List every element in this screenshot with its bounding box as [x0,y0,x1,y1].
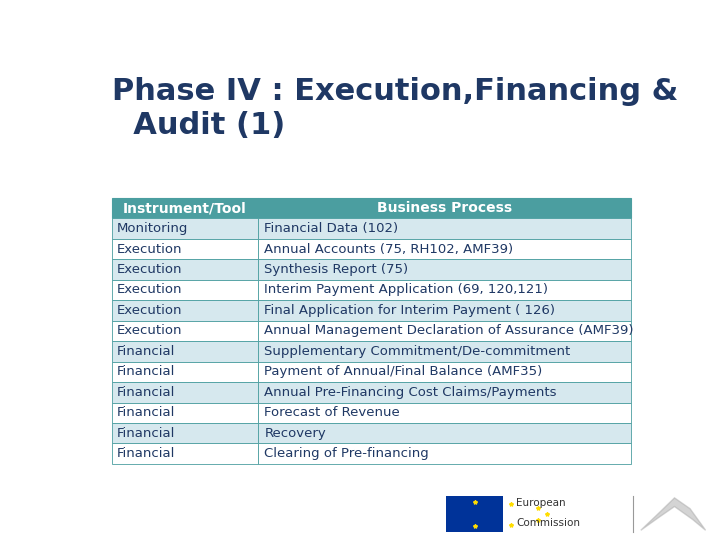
FancyBboxPatch shape [258,198,631,218]
Text: Annual Pre-Financing Cost Claims/Payments: Annual Pre-Financing Cost Claims/Payment… [264,386,557,399]
Text: Recovery: Recovery [264,427,326,440]
Text: Execution: Execution [117,284,182,296]
FancyBboxPatch shape [112,341,258,362]
FancyBboxPatch shape [112,280,258,300]
Text: Payment of Annual/Final Balance (AMF35): Payment of Annual/Final Balance (AMF35) [264,366,543,379]
Text: Financial: Financial [117,406,175,419]
Text: Financial: Financial [117,427,175,440]
FancyBboxPatch shape [258,300,631,321]
FancyBboxPatch shape [258,280,631,300]
FancyBboxPatch shape [258,239,631,259]
Text: Interim Payment Application (69, 120,121): Interim Payment Application (69, 120,121… [264,284,549,296]
FancyBboxPatch shape [258,341,631,362]
Text: Annual Management Declaration of Assurance (AMF39): Annual Management Declaration of Assuran… [264,325,634,338]
Text: Financial: Financial [117,366,175,379]
FancyBboxPatch shape [112,423,258,443]
FancyBboxPatch shape [258,423,631,443]
Polygon shape [641,498,706,530]
FancyBboxPatch shape [112,198,258,218]
FancyBboxPatch shape [258,259,631,280]
FancyBboxPatch shape [112,362,258,382]
Text: Execution: Execution [117,325,182,338]
FancyBboxPatch shape [112,218,258,239]
Text: Final Application for Interim Payment ( 126): Final Application for Interim Payment ( … [264,304,555,317]
Text: Annual Accounts (75, RH102, AMF39): Annual Accounts (75, RH102, AMF39) [264,242,513,255]
FancyBboxPatch shape [112,443,258,464]
Text: Financial: Financial [117,447,175,460]
Text: European: European [516,498,566,509]
Text: Financial: Financial [117,386,175,399]
Text: Business Process: Business Process [377,201,512,215]
FancyBboxPatch shape [446,496,503,532]
FancyBboxPatch shape [258,382,631,402]
Text: Supplementary Commitment/De-commitment: Supplementary Commitment/De-commitment [264,345,570,358]
Text: Phase IV : Execution,Financing &
  Audit (1): Phase IV : Execution,Financing & Audit (… [112,77,678,140]
Text: Forecast of Revenue: Forecast of Revenue [264,406,400,419]
FancyBboxPatch shape [112,382,258,402]
Text: Clearing of Pre-financing: Clearing of Pre-financing [264,447,429,460]
Text: Monitoring: Monitoring [117,222,188,235]
FancyBboxPatch shape [112,321,258,341]
FancyBboxPatch shape [258,218,631,239]
FancyBboxPatch shape [258,443,631,464]
Text: Financial Data (102): Financial Data (102) [264,222,398,235]
FancyBboxPatch shape [112,402,258,423]
Text: Execution: Execution [117,242,182,255]
FancyBboxPatch shape [112,239,258,259]
Text: Financial: Financial [117,345,175,358]
FancyBboxPatch shape [112,300,258,321]
FancyBboxPatch shape [112,259,258,280]
FancyBboxPatch shape [258,402,631,423]
Text: Execution: Execution [117,263,182,276]
FancyBboxPatch shape [258,321,631,341]
Text: Synthesis Report (75): Synthesis Report (75) [264,263,408,276]
Text: Commission: Commission [516,517,580,528]
Text: Execution: Execution [117,304,182,317]
FancyBboxPatch shape [258,362,631,382]
Text: Instrument/Tool: Instrument/Tool [123,201,247,215]
